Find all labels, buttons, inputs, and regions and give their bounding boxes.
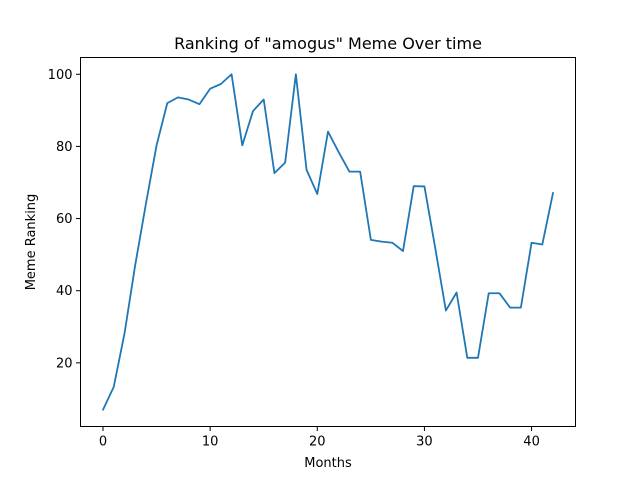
y-tick-label: 60 [56,212,73,227]
x-axis: 0 10 20 30 40 [99,426,540,450]
x-tick-label: 10 [202,435,219,450]
x-tick-label: 40 [523,435,540,450]
plot-frame [80,57,576,427]
chart-title: Ranking of "amogus" Meme Over time [174,34,482,53]
x-tick-label: 20 [309,435,326,450]
y-axis-label: Meme Ranking [24,194,39,291]
y-tick-label: 100 [48,68,73,83]
x-tick-label: 30 [416,435,433,450]
series-line [102,73,554,411]
y-axis: 20 40 60 80 100 [48,68,81,371]
y-tick-label: 40 [56,284,73,299]
y-tick-label: 20 [56,356,73,371]
plot-area [102,73,554,411]
x-axis-label: Months [304,456,352,471]
y-tick-label: 80 [56,140,73,155]
x-tick-label: 0 [99,435,107,450]
